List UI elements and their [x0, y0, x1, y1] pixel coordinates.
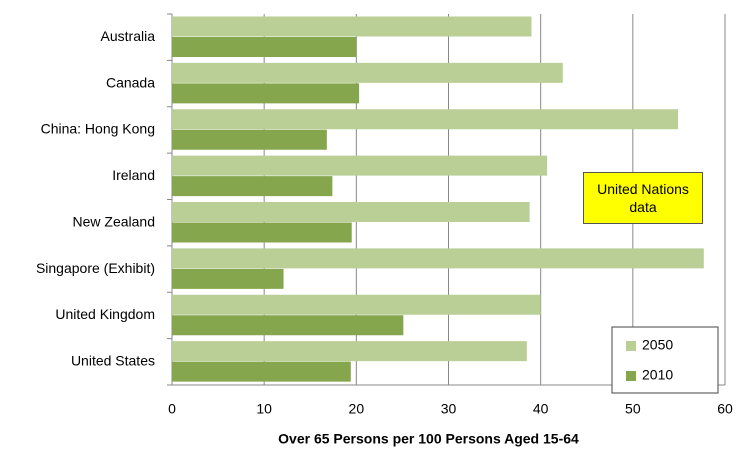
y-tick-label: New Zealand	[73, 213, 156, 229]
bar	[172, 83, 360, 104]
bar	[172, 222, 352, 243]
y-tick-label: United States	[71, 353, 155, 369]
x-tick-label: 10	[256, 401, 272, 417]
bar	[172, 37, 357, 57]
y-tick-label: China: Hong Kong	[41, 121, 155, 137]
y-tick-label: Australia	[101, 28, 156, 44]
x-tick-label: 0	[168, 401, 176, 417]
bar	[172, 294, 541, 315]
x-tick-label: 60	[717, 401, 733, 417]
x-tick-label: 50	[625, 401, 641, 417]
legend-swatch	[626, 341, 636, 351]
bar	[172, 155, 548, 176]
bar	[172, 62, 563, 83]
bar	[172, 129, 327, 150]
bar	[172, 176, 333, 197]
x-tick-label: 30	[441, 401, 457, 417]
y-tick-label: Canada	[106, 74, 155, 90]
bar	[172, 202, 530, 222]
legend-label: 2010	[642, 367, 673, 383]
y-tick-label: Singapore (Exhibit)	[36, 260, 155, 276]
legend-swatch	[626, 371, 636, 381]
legend-label: 2050	[642, 337, 673, 353]
bar	[172, 341, 527, 362]
x-tick-label: 40	[533, 401, 549, 417]
bar	[172, 268, 284, 289]
bar	[172, 109, 678, 130]
bar	[172, 361, 351, 382]
legend-box	[611, 326, 719, 394]
y-tick-label: Ireland	[112, 167, 155, 183]
bar	[172, 315, 404, 336]
x-axis-title: Over 65 Persons per 100 Persons Aged 15-…	[278, 431, 579, 447]
x-tick-label: 20	[349, 401, 365, 417]
y-tick-label: United Kingdom	[55, 306, 155, 322]
bar	[172, 16, 532, 37]
annotation: United Nations data	[583, 172, 703, 224]
bar	[172, 248, 704, 269]
